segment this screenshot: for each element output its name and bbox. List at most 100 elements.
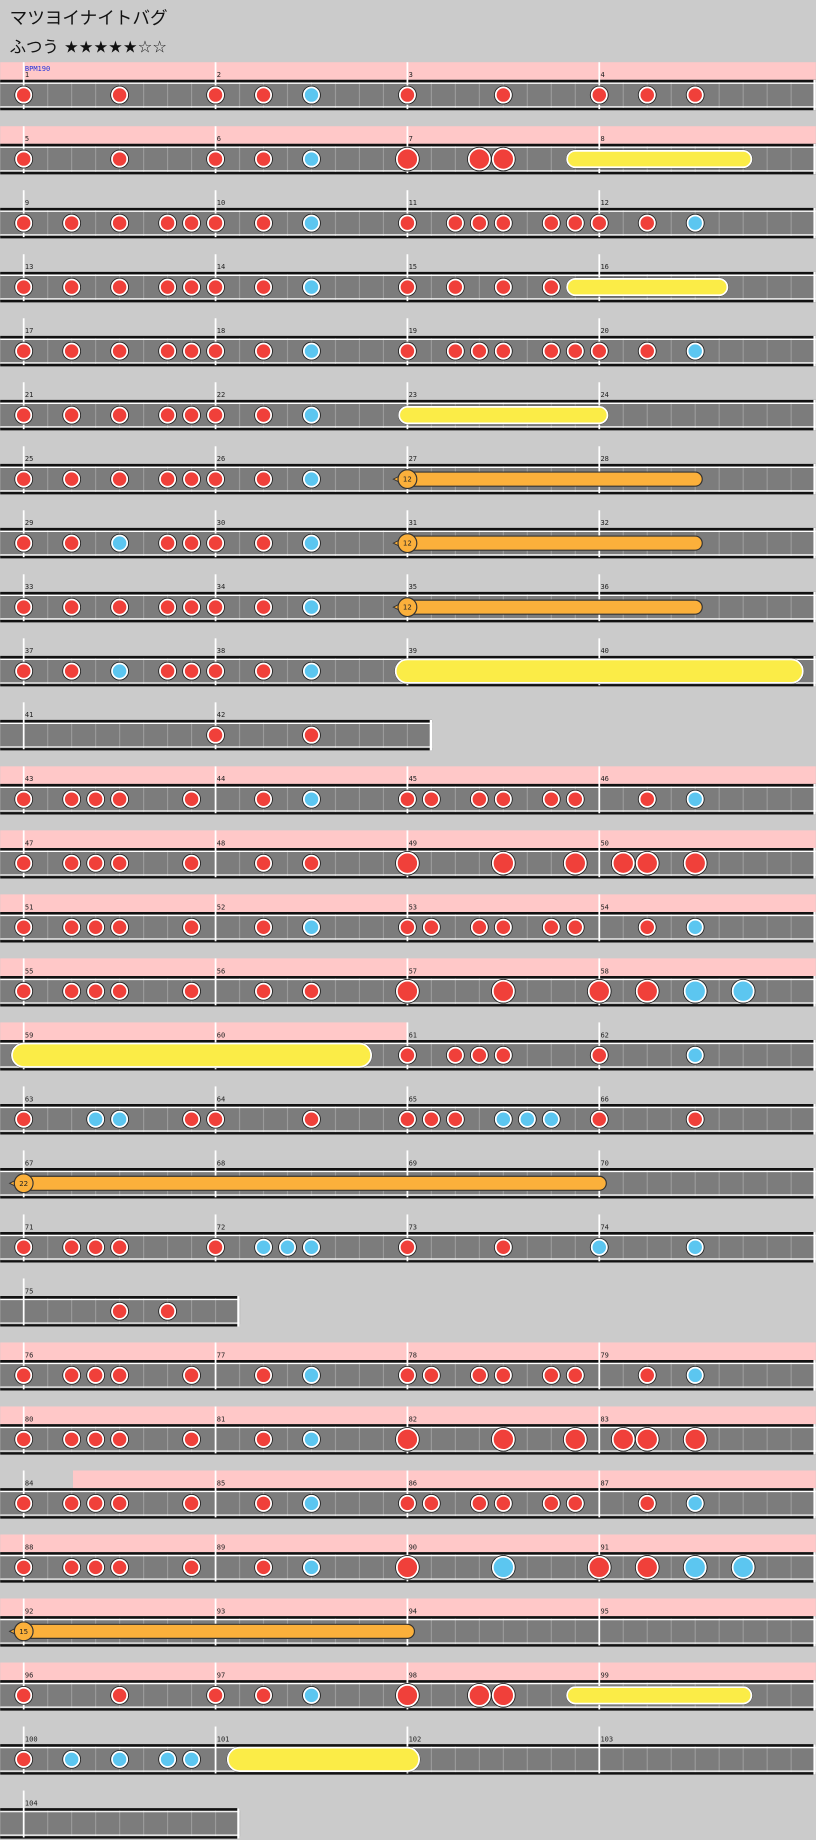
measure-number: 69 [409,1158,417,1167]
note [398,214,416,232]
measure-number: 67 [25,1158,33,1167]
big-note [731,1555,755,1579]
note [183,342,201,360]
measure-number: 63 [25,1094,33,1103]
measure-number: 81 [217,1414,225,1423]
note [422,790,440,808]
note [63,534,81,552]
note [638,214,656,232]
note [422,1366,440,1384]
big-note [587,1555,611,1579]
note [518,1110,536,1128]
note [183,214,201,232]
measure-number: 70 [600,1158,608,1167]
note [15,1686,33,1704]
note [111,918,129,936]
measure-number: 27 [409,454,417,463]
note [302,1494,320,1512]
measure-number: 86 [409,1478,417,1487]
note [255,854,273,872]
note [207,598,225,616]
note [542,1110,560,1128]
note [15,854,33,872]
note [255,1430,273,1448]
measure-number: 47 [25,838,33,847]
measure-number: 21 [25,390,33,399]
note [111,1750,129,1768]
note [638,1494,656,1512]
measure-number: 90 [409,1542,417,1551]
big-note [491,147,515,171]
note [111,278,129,296]
measure-number: 31 [409,518,417,527]
big-note [635,979,659,1003]
measure-number: 6 [217,134,221,143]
balloon-count: 15 [19,1627,28,1636]
note [15,278,33,296]
big-note [395,851,419,875]
note [398,278,416,296]
note [255,406,273,424]
note [159,278,177,296]
measure-number: 91 [600,1542,608,1551]
measure-number: 79 [600,1350,608,1359]
note [566,1494,584,1512]
note [446,342,464,360]
roll [394,658,804,684]
measure-number: 34 [217,582,225,591]
measure-number: 89 [217,1542,225,1551]
measure-number: 68 [217,1158,225,1167]
song-title: マツヨイナイトバグ [10,9,168,29]
note [15,1110,33,1128]
note [590,86,608,104]
note [638,1366,656,1384]
note [111,214,129,232]
note [686,918,704,936]
note [207,86,225,104]
measure-number: 61 [409,1030,417,1039]
measure-number: 97 [217,1670,225,1679]
note [470,1494,488,1512]
note [183,598,201,616]
note [566,790,584,808]
note [111,342,129,360]
note [638,86,656,104]
note [566,214,584,232]
note [398,1238,416,1256]
note [542,342,560,360]
roll [566,1686,753,1705]
note [494,918,512,936]
note [470,790,488,808]
balloon-body [23,1175,607,1191]
measure-number: 51 [25,902,33,911]
measure-number: 84 [25,1478,33,1487]
big-note [731,979,755,1003]
measure-number: 54 [600,902,608,911]
note [686,86,704,104]
measure-number: 37 [25,646,33,655]
note [15,790,33,808]
measure-number: 39 [409,646,417,655]
note [159,534,177,552]
measure-number: 64 [217,1094,225,1103]
note [207,1110,225,1128]
measure-number: 32 [600,518,608,527]
note [111,1430,129,1448]
note [566,342,584,360]
note [446,1046,464,1064]
measure-number: 78 [409,1350,417,1359]
note [494,1366,512,1384]
note [87,1558,105,1576]
note [183,982,201,1000]
note [302,278,320,296]
note [302,854,320,872]
note [302,406,320,424]
note [542,214,560,232]
measure-number: 57 [409,966,417,975]
note [255,1558,273,1576]
note [494,86,512,104]
measure-number: 73 [409,1222,417,1231]
measure-number: 87 [600,1478,608,1487]
big-note [491,1427,515,1451]
note [255,278,273,296]
